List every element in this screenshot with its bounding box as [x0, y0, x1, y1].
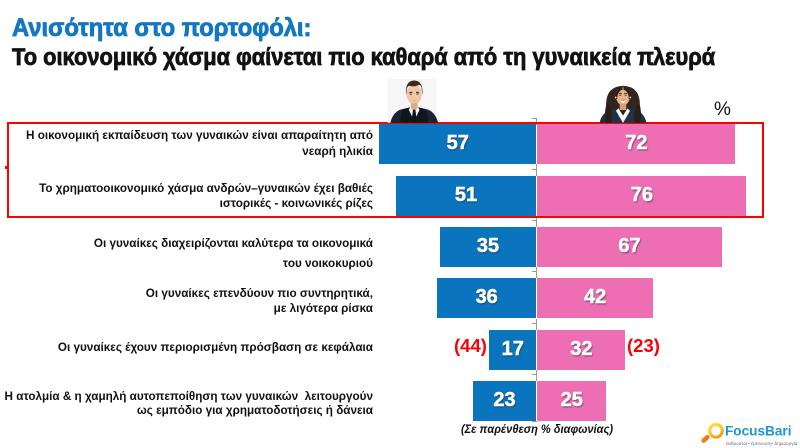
svg-text:άνθρωποι • έμπνευση• δημιουργί: άνθρωποι • έμπνευση• δημιουργία [726, 440, 798, 446]
svg-text:FocusBari: FocusBari [725, 423, 791, 438]
